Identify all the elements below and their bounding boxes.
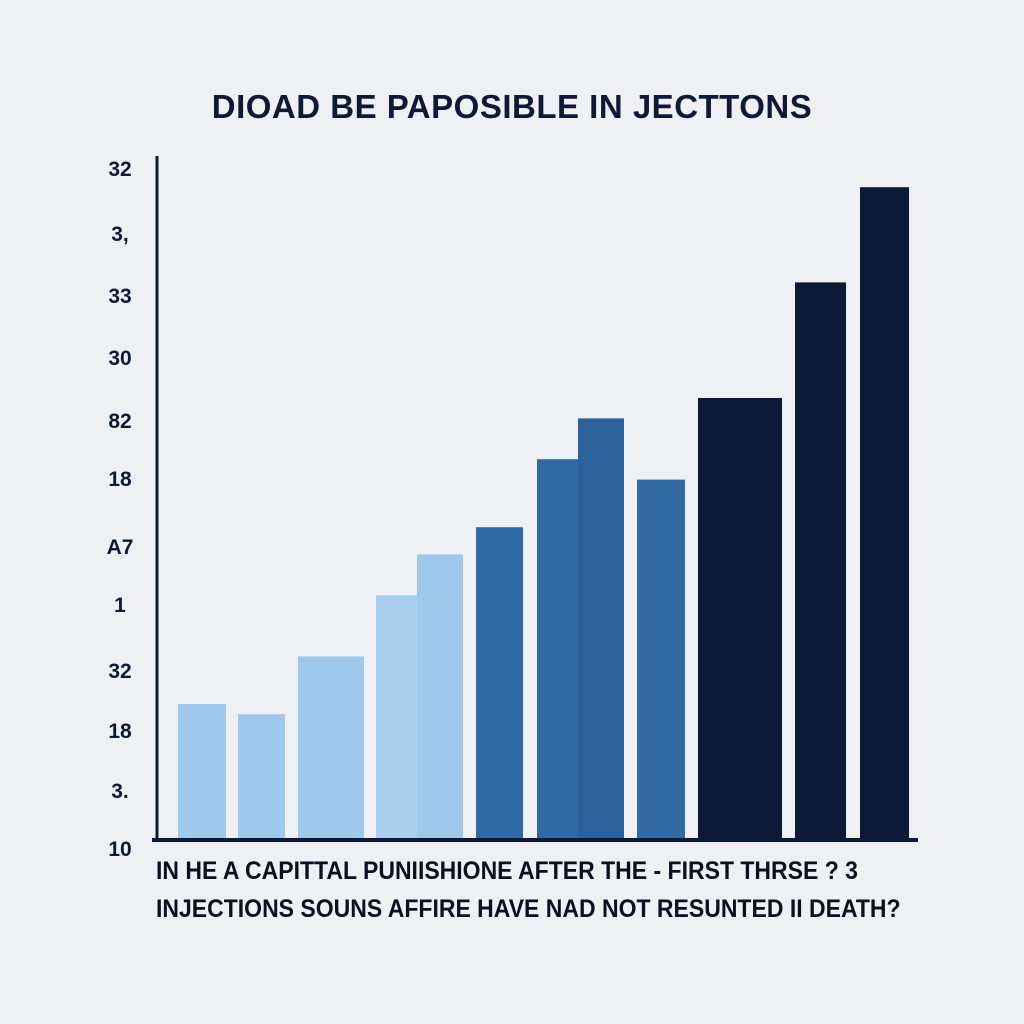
bar-7 [537,459,578,840]
bar-4 [376,595,417,840]
chart-title: DIOAD BE PAPOSIBLE IN JECTTONS [211,88,813,125]
bar-8 [578,418,624,840]
y-tick-label: 18 [108,468,132,491]
x-axis-label-line-1: IN HE A CAPITTAL PUNIISHIONE AFTER THE -… [156,857,858,885]
y-tick-label: 10 [108,838,131,861]
bar-1 [178,704,226,840]
y-tick-label: 1 [114,594,126,617]
bar-6 [476,527,523,840]
y-tick-label: 18 [108,720,132,743]
y-tick-label: 3. [111,780,129,803]
y-tick-label: 82 [108,410,131,433]
bar-5 [417,554,463,840]
y-tick-label: 32 [108,158,131,181]
bar-3 [298,656,364,840]
bars-group [178,187,909,840]
bar-9 [637,479,685,840]
y-tick-labels: 32 3, 33 30 82 18 A7 1 32 18 3. 10 [107,158,134,861]
bar-10 [698,398,782,840]
bar-11 [795,282,846,840]
y-tick-label: 3, [111,223,129,246]
bar-12 [860,187,909,840]
bar-2 [238,714,285,840]
x-axis-label-line-2: INJECTIONS SOUNS AFFIRE HAVE NAD NOT RES… [156,895,901,923]
y-tick-label: 32 [108,660,131,683]
y-tick-label: 33 [108,285,131,308]
y-tick-label: A7 [107,536,134,559]
y-tick-label: 30 [108,347,131,370]
x-axis-label: IN HE A CAPITTAL PUNIISHIONE AFTER THE -… [156,852,901,928]
